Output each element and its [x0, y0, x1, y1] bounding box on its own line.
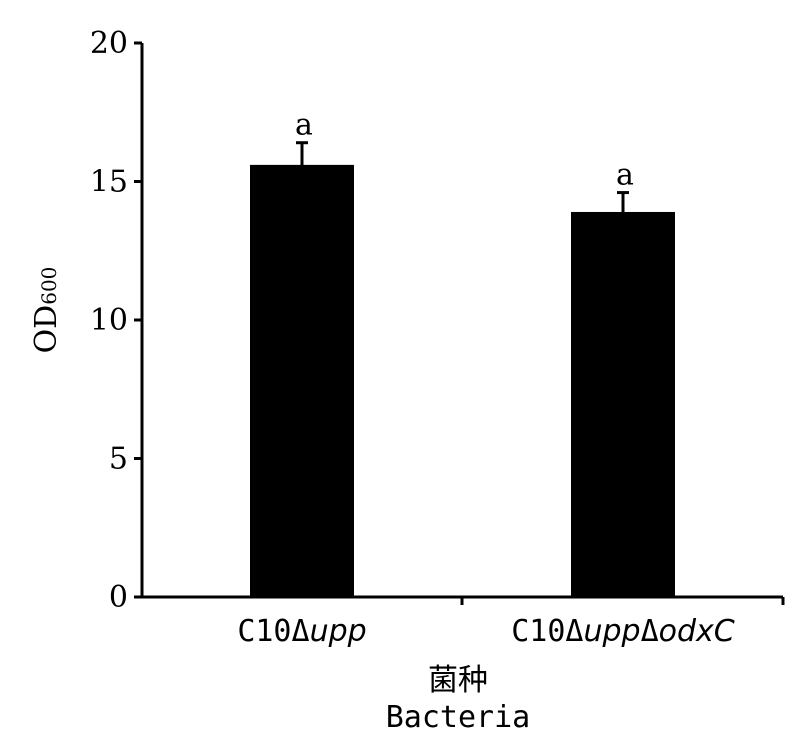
y-tick-label-15: 15	[90, 165, 128, 200]
bar-1	[250, 164, 354, 597]
x-category-label-2: C10ΔuppΔodxC	[511, 614, 735, 649]
x-category-label-1: C10Δupp	[237, 614, 366, 649]
y-axis-title-main: OD	[29, 305, 64, 354]
significance-label-1: a	[295, 108, 313, 143]
y-tick-label-20: 20	[90, 26, 128, 61]
x-axis-title-chinese: 菌种	[428, 663, 488, 698]
bar-2	[571, 211, 675, 597]
significance-label-2: a	[616, 158, 634, 193]
x-axis-title-english: Bacteria	[386, 700, 531, 735]
y-axis-title-subscript: 600	[37, 267, 61, 305]
axes: 0 5 10 15 20	[90, 26, 785, 615]
bars: a C10Δupp a C10ΔuppΔodxC	[237, 108, 734, 649]
y-tick-label-0: 0	[109, 580, 128, 615]
y-tick-label-10: 10	[90, 303, 128, 338]
y-axis-title: OD600	[29, 267, 64, 354]
y-tick-label-5: 5	[109, 442, 128, 477]
